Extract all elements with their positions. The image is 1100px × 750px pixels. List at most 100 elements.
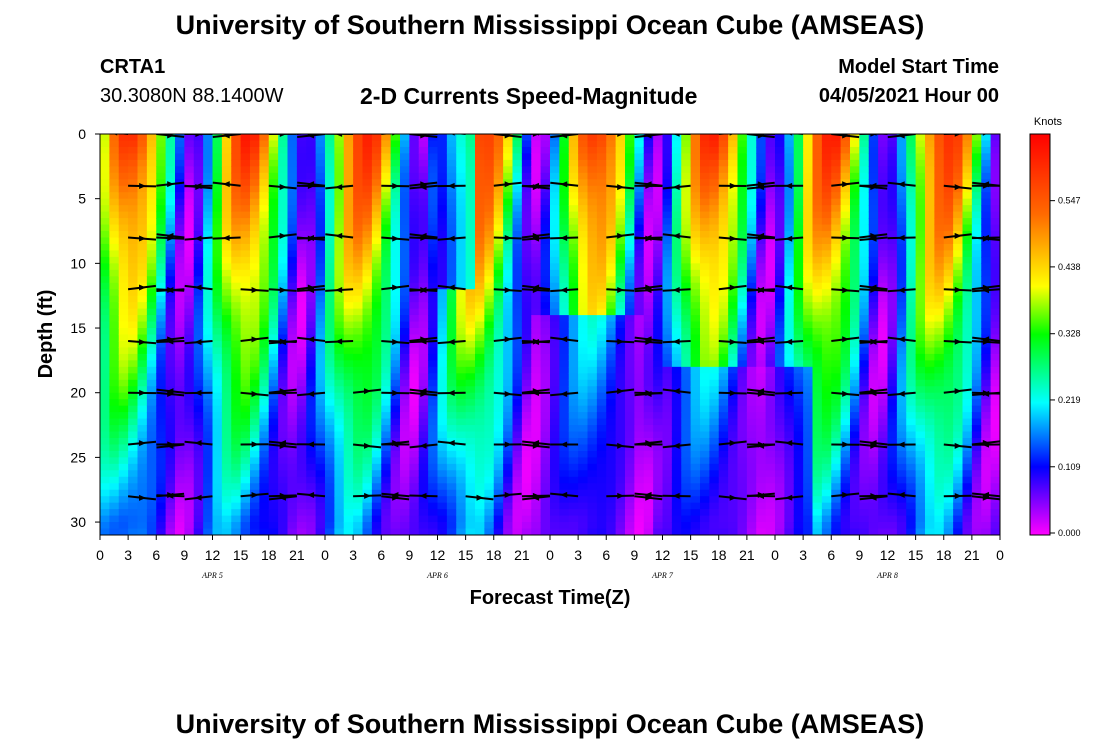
heatmap-cell <box>812 360 823 368</box>
heatmap-cell <box>334 256 345 264</box>
heatmap-cell <box>475 347 485 355</box>
heatmap-cell <box>250 379 260 387</box>
heatmap-cell <box>193 373 204 381</box>
heatmap-cell <box>850 172 860 180</box>
heatmap-cell <box>606 515 617 523</box>
heatmap-cell <box>793 379 804 387</box>
heatmap-cell <box>803 295 814 303</box>
heatmap-cell <box>268 353 279 361</box>
heatmap-cell <box>456 218 467 226</box>
heatmap-cell <box>240 405 251 413</box>
heatmap-cell <box>343 166 354 174</box>
heatmap-cell <box>606 159 617 167</box>
heatmap-cell <box>484 179 495 187</box>
heatmap-cell <box>596 263 607 271</box>
heatmap-cell <box>456 205 467 213</box>
heatmap-cell <box>803 172 814 180</box>
heatmap-cell <box>362 444 373 452</box>
heatmap-cell <box>653 179 664 187</box>
heatmap-cell <box>231 496 242 504</box>
heatmap-cell <box>259 134 270 142</box>
heatmap-cell <box>803 166 814 174</box>
heatmap-cell <box>212 289 223 297</box>
heatmap-cell <box>296 140 307 148</box>
heatmap-cell <box>315 321 326 329</box>
heatmap-cell <box>493 463 504 471</box>
heatmap-cell <box>596 289 607 297</box>
heatmap-cell <box>100 295 110 303</box>
heatmap-cell <box>231 146 242 155</box>
heatmap-cell <box>756 431 767 439</box>
heatmap-cell <box>287 198 298 206</box>
heatmap-cell <box>465 340 476 349</box>
heatmap-cell <box>606 237 617 245</box>
heatmap-cell <box>334 146 345 155</box>
heatmap-cell <box>353 379 364 387</box>
heatmap-cell <box>653 418 664 426</box>
heatmap-cell <box>484 489 495 497</box>
heatmap-cell <box>268 276 279 284</box>
heatmap-cell <box>718 502 729 510</box>
heatmap-cell <box>353 360 364 368</box>
heatmap-cell <box>690 509 701 517</box>
heatmap-cell <box>250 276 260 284</box>
heatmap-cell <box>700 218 710 226</box>
heatmap-cell <box>700 166 710 174</box>
heatmap-cell <box>231 522 242 530</box>
heatmap-cell <box>446 153 457 161</box>
heatmap-cell <box>568 340 579 349</box>
heatmap-cell <box>334 522 345 530</box>
heatmap-cell <box>606 250 617 258</box>
heatmap-cell <box>709 146 720 155</box>
heatmap-cell <box>165 528 176 535</box>
heatmap-cell <box>803 450 814 458</box>
heatmap-cell <box>821 282 832 290</box>
heatmap-cell <box>765 218 776 226</box>
heatmap-cell <box>231 205 242 213</box>
heatmap-cell <box>690 450 701 458</box>
heatmap-cell <box>268 211 279 219</box>
heatmap-cell <box>146 269 157 277</box>
heatmap-cell <box>803 489 814 497</box>
heatmap-cell <box>625 450 635 458</box>
heatmap-cell <box>306 515 317 523</box>
heatmap-cell <box>531 457 542 465</box>
heatmap-cell <box>100 522 110 530</box>
heatmap-cell <box>793 328 804 336</box>
heatmap-cell <box>840 483 851 491</box>
heatmap-cell <box>578 153 589 161</box>
heatmap-cell <box>821 489 832 497</box>
plot-title: 2-D Currents Speed-Magnitude <box>360 83 698 109</box>
heatmap-cell <box>109 399 120 407</box>
heatmap-cell <box>493 502 504 510</box>
heatmap-cell <box>606 399 617 407</box>
heatmap-cell <box>456 237 467 245</box>
heatmap-cell <box>559 134 570 142</box>
heatmap-cell <box>296 211 307 219</box>
heatmap-cell <box>212 282 223 290</box>
heatmap-cell <box>550 340 560 349</box>
heatmap-cell <box>287 146 298 155</box>
heatmap-cell <box>850 218 860 226</box>
heatmap-cell <box>690 146 701 155</box>
heatmap-cell <box>615 205 626 213</box>
heatmap-cell <box>306 457 317 465</box>
heatmap-cell <box>493 263 504 271</box>
heatmap-cell <box>137 224 148 232</box>
heatmap-cell <box>521 399 532 407</box>
heatmap-cell <box>268 256 279 264</box>
heatmap-cell <box>559 392 570 400</box>
heatmap-cell <box>512 399 523 407</box>
heatmap-cell <box>362 528 373 535</box>
heatmap-cell <box>100 302 110 310</box>
heatmap-cell <box>700 450 710 458</box>
heatmap-cell <box>690 373 701 381</box>
heatmap-cell <box>540 489 551 497</box>
heatmap-cell <box>193 153 204 161</box>
heatmap-cell <box>175 340 185 349</box>
heatmap-cell <box>746 205 757 213</box>
heatmap-cell <box>746 489 757 497</box>
heatmap-cell <box>615 509 626 517</box>
heatmap-cell <box>531 140 542 148</box>
heatmap-cell <box>250 340 260 349</box>
